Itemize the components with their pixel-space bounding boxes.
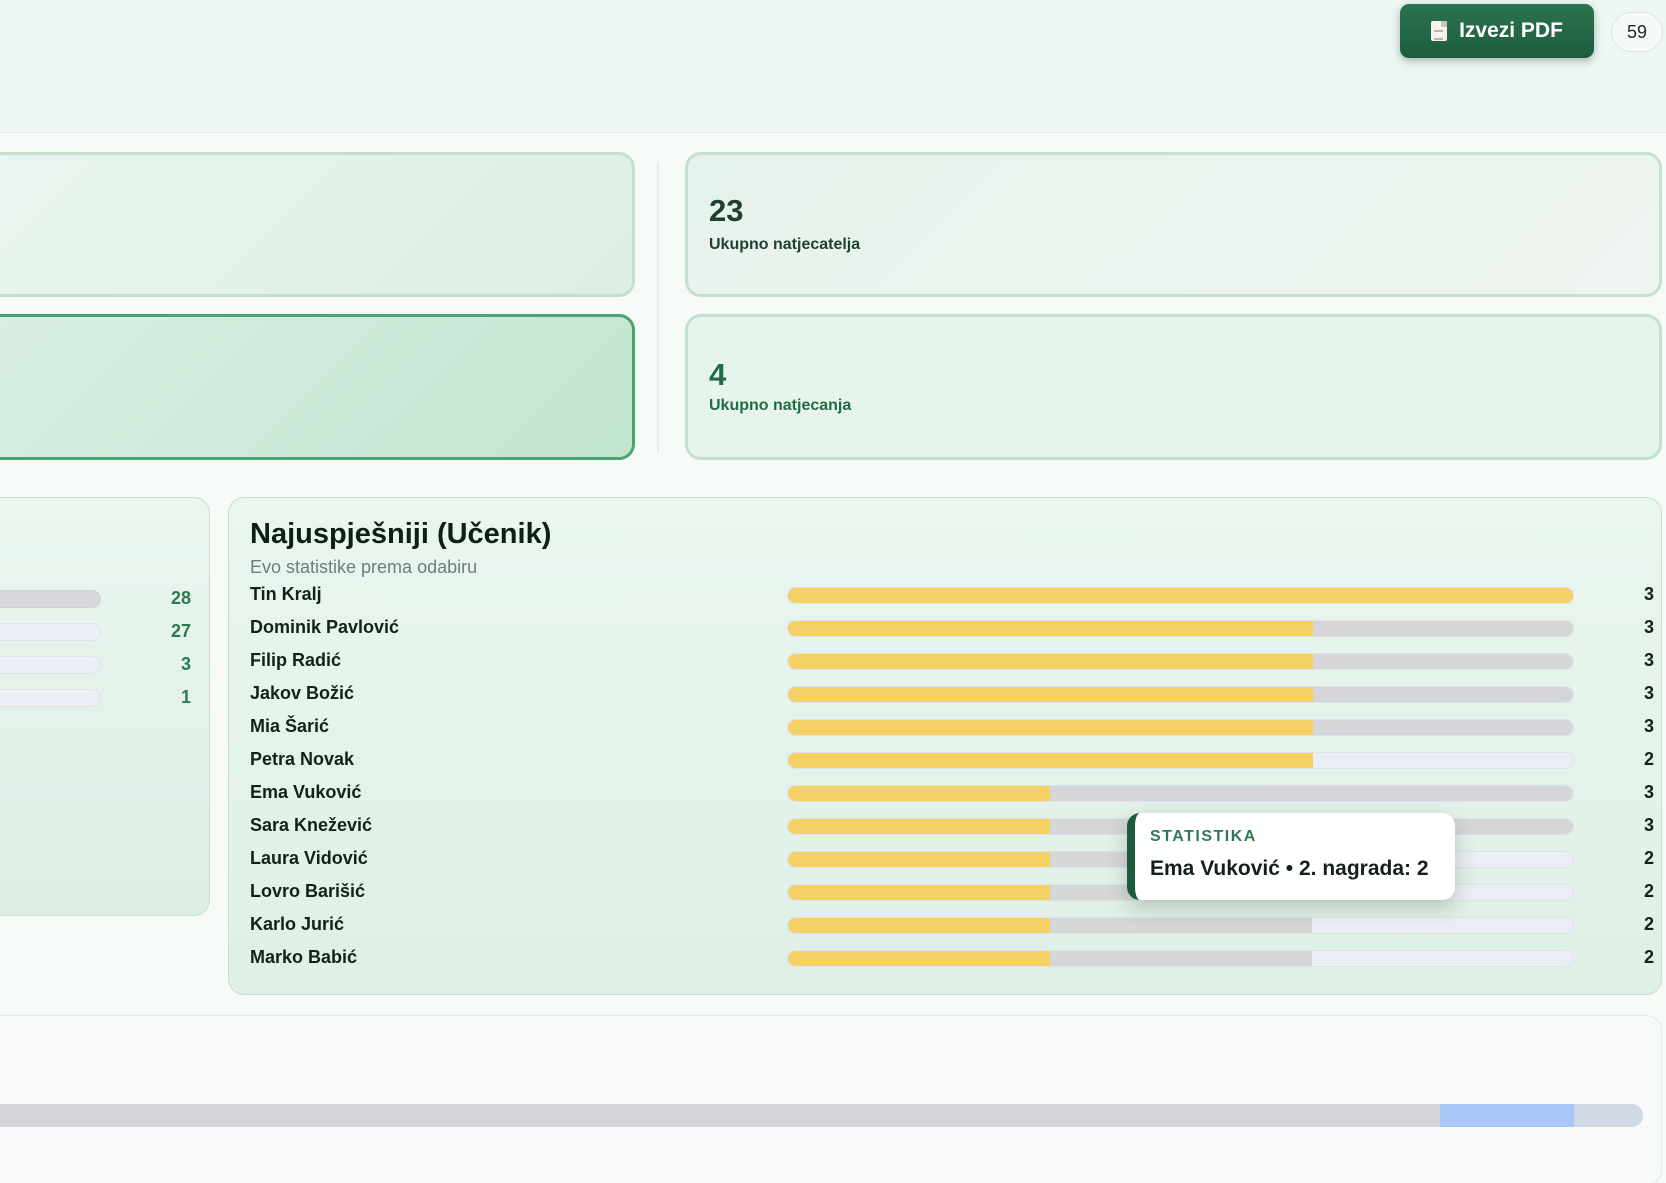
student-name: Jakov Božić — [250, 683, 355, 703]
export-pdf-button[interactable]: Izvezi PDF — [1400, 4, 1594, 58]
award-bar[interactable] — [787, 587, 1574, 604]
student-name: Marko Babić — [250, 947, 358, 967]
student-total: 2 — [1643, 914, 1654, 934]
first-award-segment[interactable] — [788, 654, 1313, 669]
list-item: 28 — [0, 588, 211, 610]
student-name: Dominik Pavlović — [250, 617, 400, 637]
award-bar[interactable] — [787, 686, 1574, 703]
tooltip-text: Ema Vuković • 2. nagrada: 2 — [1150, 857, 1429, 880]
list-item-value: 27 — [170, 621, 191, 641]
student-name: Tin Kralj — [250, 584, 322, 604]
student-row[interactable]: Karlo Jurić 2 — [229, 913, 1663, 937]
first-award-segment[interactable] — [788, 951, 1051, 966]
stat-card-total-competitors[interactable]: 23 Ukupno natjecatelja — [685, 152, 1662, 297]
progress-bar — [0, 689, 101, 707]
student-name: Lovro Barišić — [250, 881, 366, 901]
student-name: Karlo Jurić — [250, 914, 345, 934]
student-total: 3 — [1643, 782, 1654, 802]
first-award-segment[interactable] — [788, 852, 1051, 867]
student-name: Mia Šarić — [250, 716, 330, 736]
top-bar: Izvezi PDF 59 — [0, 0, 1666, 133]
student-name: Filip Radić — [250, 650, 342, 670]
award-bar[interactable] — [787, 719, 1574, 736]
list-item-value: 1 — [180, 687, 191, 707]
stat-value: 4 — [709, 357, 727, 392]
first-award-segment[interactable] — [788, 786, 1051, 801]
student-row[interactable]: Tin Kralj 3 — [229, 583, 1663, 607]
student-row[interactable]: Ema Vuković 3 — [229, 781, 1663, 805]
student-total: 3 — [1643, 617, 1654, 637]
award-bar[interactable] — [787, 950, 1574, 967]
stat-label: Ukupno natjecatelja — [709, 236, 861, 253]
list-item-value: 28 — [170, 588, 191, 608]
student-row[interactable]: Marko Babić 2 — [229, 946, 1663, 970]
student-total: 3 — [1643, 683, 1654, 703]
progress-bar — [0, 656, 101, 674]
student-total: 2 — [1643, 749, 1654, 769]
timeline-remainder — [1574, 1104, 1643, 1127]
student-total: 3 — [1643, 815, 1654, 835]
student-row[interactable]: Jakov Božić 3 — [229, 682, 1663, 706]
student-name: Ema Vuković — [250, 782, 362, 802]
student-row[interactable]: Dominik Pavlović 3 — [229, 616, 1663, 640]
first-award-segment[interactable] — [788, 918, 1051, 933]
first-award-segment[interactable] — [788, 588, 1573, 603]
award-bar[interactable] — [787, 785, 1574, 802]
document-icon — [1431, 21, 1448, 41]
student-total: 2 — [1643, 881, 1654, 901]
award-bar[interactable] — [787, 752, 1574, 769]
panel-subtitle: Evo statistike prema odabiru — [250, 557, 478, 577]
list-item-value: 3 — [180, 654, 191, 674]
award-bar[interactable] — [787, 917, 1574, 934]
progress-bar — [0, 623, 101, 641]
first-award-segment[interactable] — [788, 720, 1313, 735]
student-name: Sara Knežević — [250, 815, 373, 835]
student-total: 3 — [1643, 650, 1654, 670]
list-item: 27 — [0, 621, 211, 643]
list-item: 1 — [0, 687, 211, 709]
timeline-bar[interactable] — [0, 1104, 1643, 1127]
top-students-panel: Najuspješniji (Učenik) Evo statistike pr… — [228, 497, 1662, 995]
list-item: 3 — [0, 654, 211, 676]
stat-value: 23 — [709, 193, 744, 228]
statistics-tooltip: STATISTIKA Ema Vuković • 2. nagrada: 2 — [1127, 813, 1455, 900]
divider — [657, 162, 659, 452]
count-badge: 59 — [1611, 12, 1663, 52]
first-award-segment[interactable] — [788, 687, 1313, 702]
progress-bar — [0, 590, 101, 608]
panel-title: Najuspješniji (Učenik) — [250, 518, 552, 550]
stat-card-total-competitions[interactable]: 4 Ukupno natjecanja — [685, 314, 1662, 460]
first-award-segment[interactable] — [788, 819, 1051, 834]
student-name: Laura Vidović — [250, 848, 368, 868]
award-bar[interactable] — [787, 620, 1574, 637]
left-stats-panel: 28 27 3 1 — [0, 497, 210, 916]
student-total: 3 — [1643, 716, 1654, 736]
student-row[interactable]: Filip Radić 3 — [229, 649, 1663, 673]
bottom-panel — [0, 1015, 1662, 1183]
first-award-segment[interactable] — [788, 753, 1313, 768]
timeline-selection[interactable] — [1440, 1104, 1574, 1127]
stat-label: Ukupno natjecanja — [709, 397, 852, 414]
tooltip-kicker: STATISTIKA — [1150, 828, 1257, 845]
stat-card-2-selected[interactable] — [0, 314, 635, 460]
export-pdf-label: Izvezi PDF — [1459, 19, 1563, 42]
first-award-segment[interactable] — [788, 885, 1051, 900]
first-award-segment[interactable] — [788, 621, 1313, 636]
student-row[interactable]: Petra Novak 2 — [229, 748, 1663, 772]
student-name: Petra Novak — [250, 749, 355, 769]
student-row[interactable]: Mia Šarić 3 — [229, 715, 1663, 739]
student-total: 2 — [1643, 947, 1654, 967]
stat-card-1[interactable] — [0, 152, 635, 297]
student-total: 2 — [1643, 848, 1654, 868]
student-total: 3 — [1643, 584, 1654, 604]
award-bar[interactable] — [787, 653, 1574, 670]
